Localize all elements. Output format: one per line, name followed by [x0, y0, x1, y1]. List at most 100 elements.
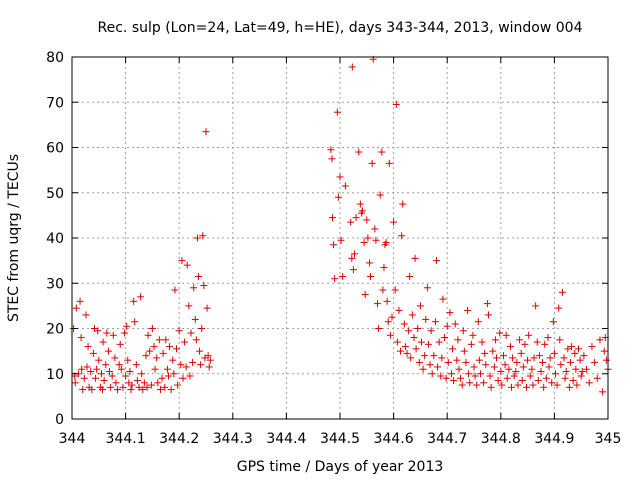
data-point	[99, 386, 107, 394]
data-point	[503, 374, 511, 382]
data-point	[482, 361, 490, 369]
data-point	[414, 325, 422, 332]
data-point	[181, 338, 189, 346]
data-point	[388, 313, 396, 321]
data-point	[109, 331, 117, 339]
x-tick-label: 344.8	[481, 431, 521, 447]
data-point	[116, 340, 124, 348]
data-point	[97, 370, 105, 378]
data-point	[106, 367, 114, 375]
data-point	[426, 361, 434, 369]
data-point	[100, 377, 108, 385]
data-point	[556, 336, 564, 344]
data-point	[403, 349, 411, 357]
data-point	[424, 340, 432, 348]
data-point	[537, 367, 545, 375]
data-point	[450, 377, 458, 385]
data-point	[493, 354, 501, 362]
data-point	[151, 365, 159, 373]
x-axis-label: GPS time / Days of year 2013	[237, 459, 444, 475]
data-point	[591, 358, 599, 366]
data-point	[142, 352, 150, 360]
data-point	[119, 383, 127, 391]
data-point	[185, 302, 193, 310]
data-point	[352, 214, 360, 222]
data-point	[132, 361, 140, 369]
data-point	[397, 347, 405, 355]
data-point	[331, 275, 339, 283]
data-point	[88, 386, 96, 394]
axis-ticks	[71, 56, 609, 420]
data-point	[183, 261, 191, 269]
data-point	[187, 329, 195, 337]
data-point	[139, 386, 147, 394]
data-point	[553, 381, 561, 389]
data-point	[95, 356, 103, 364]
data-point	[177, 361, 185, 369]
data-point	[529, 381, 537, 389]
data-point	[428, 370, 436, 378]
data-point	[602, 356, 610, 364]
x-tick-label: 344.2	[159, 431, 199, 447]
data-point	[441, 334, 449, 342]
data-point	[199, 232, 207, 240]
data-points	[70, 55, 612, 396]
data-point	[360, 239, 368, 247]
data-point	[459, 327, 467, 335]
y-tick-label: 0	[55, 412, 64, 428]
data-point	[193, 234, 201, 242]
data-point	[359, 207, 367, 215]
data-point	[117, 365, 125, 373]
data-point	[194, 272, 202, 280]
data-point	[122, 372, 130, 380]
data-point	[147, 381, 155, 389]
data-point	[419, 365, 427, 373]
data-point	[128, 381, 136, 389]
data-point	[123, 322, 131, 330]
data-point	[435, 338, 443, 346]
data-point	[348, 63, 356, 71]
data-point	[487, 383, 495, 391]
data-point	[82, 311, 90, 319]
data-point	[600, 347, 608, 355]
data-point	[439, 295, 447, 303]
data-point	[374, 300, 382, 308]
data-point	[508, 383, 516, 391]
data-point	[502, 331, 510, 339]
data-point	[525, 331, 533, 339]
data-point	[484, 311, 492, 319]
data-point	[334, 193, 342, 201]
data-point	[516, 336, 524, 344]
data-point	[498, 381, 506, 389]
data-point	[473, 381, 481, 389]
data-point	[548, 379, 556, 387]
data-point	[158, 374, 166, 382]
data-point	[400, 320, 408, 328]
y-tick-label: 10	[46, 367, 64, 383]
data-point	[533, 338, 541, 346]
data-point	[372, 236, 380, 244]
data-point	[107, 383, 115, 391]
data-point	[408, 311, 416, 319]
data-point	[135, 383, 143, 391]
data-point	[566, 358, 574, 366]
data-point	[577, 372, 585, 380]
data-point	[203, 304, 211, 312]
data-point	[339, 272, 347, 280]
data-point	[104, 347, 112, 355]
data-point	[124, 356, 132, 364]
y-tick-label: 80	[46, 50, 64, 66]
data-point	[376, 191, 384, 199]
data-point	[206, 356, 214, 364]
data-point	[478, 338, 486, 346]
data-point	[443, 322, 451, 330]
data-point	[555, 304, 563, 312]
x-tick-label: 344.6	[374, 431, 414, 447]
y-tick-label: 60	[46, 141, 64, 157]
data-point	[348, 254, 356, 262]
y-tick-label: 50	[46, 186, 64, 202]
data-point	[336, 173, 344, 181]
data-point	[189, 358, 197, 366]
data-point	[399, 200, 407, 208]
data-point	[431, 318, 439, 326]
